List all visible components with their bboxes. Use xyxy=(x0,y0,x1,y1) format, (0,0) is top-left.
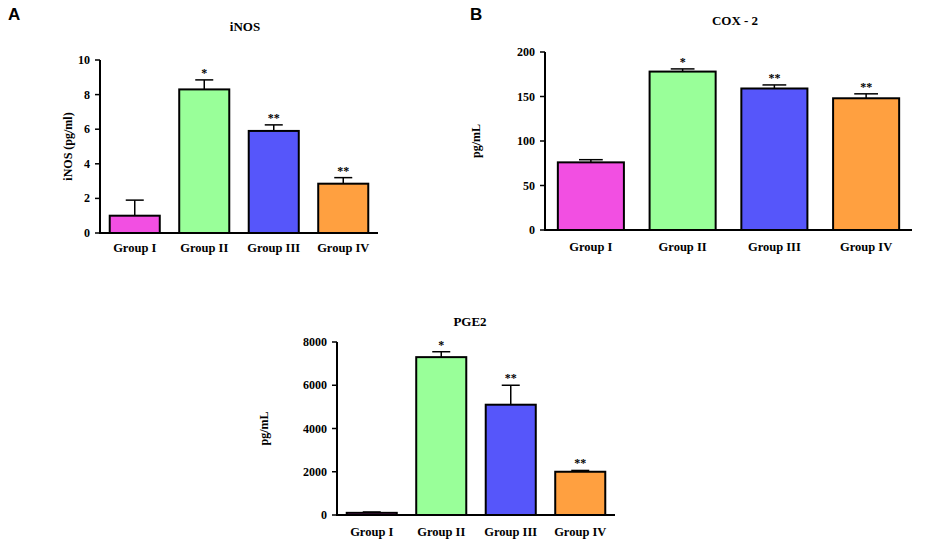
x-axis xyxy=(99,232,378,234)
error-cap xyxy=(126,199,144,201)
y-axis-label: pg/mL xyxy=(257,411,271,445)
panel-1: B COX - 2 pg/mL 0 50 100 150 200 Group I * Group I… xyxy=(469,5,912,254)
error-bar xyxy=(334,178,352,184)
significance-mark: * xyxy=(680,55,686,69)
marks xyxy=(110,80,369,233)
y-tick-label: 10 xyxy=(78,53,90,67)
bar xyxy=(318,184,368,233)
bar xyxy=(741,88,807,230)
bar xyxy=(650,72,716,230)
y-tick-label: 200 xyxy=(517,45,535,59)
y-axis xyxy=(336,342,338,516)
y-tick-label: 4000 xyxy=(303,422,327,436)
marks xyxy=(347,352,606,515)
panel-0: AiNOS iNOS (pg/ml) 0 2 4 6 8 10 Group I * Group II… xyxy=(8,5,378,255)
error-stem xyxy=(343,178,345,184)
bar xyxy=(179,89,229,233)
x-tick-label: Group II xyxy=(417,525,465,539)
significance-mark: ** xyxy=(505,371,517,385)
y-tick-label: 6 xyxy=(84,122,90,136)
significance-mark: ** xyxy=(768,71,780,85)
error-bar xyxy=(762,85,786,89)
x-tick-label: Group IV xyxy=(317,241,369,255)
y-axis xyxy=(99,60,101,234)
error-bar xyxy=(579,160,603,163)
error-stem xyxy=(273,125,275,131)
y-tick-label: 0 xyxy=(84,226,90,240)
significance-mark: * xyxy=(438,338,444,352)
x-tick-label: Group IV xyxy=(840,240,892,254)
error-bar xyxy=(195,80,213,90)
y-tick-label: 0 xyxy=(529,223,535,237)
x-tick-label: Group IV xyxy=(554,525,606,539)
error-stem xyxy=(441,352,443,357)
bar xyxy=(486,405,536,515)
x-tick-label: Group III xyxy=(748,240,801,254)
y-tick-label: 8 xyxy=(84,88,90,102)
error-bar xyxy=(432,352,450,357)
y-tick-label: 50 xyxy=(523,179,535,193)
y-axis-label: iNOS (pg/ml) xyxy=(61,112,75,180)
panel-2: PGE2 pg/mL 0 2000 4000 6000 8000 Group I * Group … xyxy=(257,314,615,539)
x-tick-label: Group I xyxy=(350,525,393,539)
y-tick-label: 4 xyxy=(84,157,90,171)
error-bar xyxy=(265,125,283,131)
x-axis xyxy=(544,229,912,231)
significance-mark: ** xyxy=(337,164,349,178)
figure: AiNOS iNOS (pg/ml) 0 2 4 6 8 10 Group I * Group II… xyxy=(0,0,927,543)
x-tick-label: Group I xyxy=(569,240,612,254)
marks xyxy=(558,69,899,230)
x-axis xyxy=(336,514,615,516)
y-tick-label: 0 xyxy=(321,508,327,522)
chart-title: PGE2 xyxy=(453,314,486,329)
bar xyxy=(833,98,899,230)
error-bar xyxy=(854,94,878,98)
chart-title: iNOS xyxy=(230,19,260,34)
significance-mark: * xyxy=(201,66,207,80)
x-tick-label: Group II xyxy=(659,240,707,254)
significance-mark: ** xyxy=(574,456,586,470)
y-tick-label: 2 xyxy=(84,191,90,205)
error-cap xyxy=(579,159,603,161)
chart-title: COX - 2 xyxy=(712,13,758,28)
error-cap xyxy=(363,511,381,513)
y-tick-label: 2000 xyxy=(303,465,327,479)
error-stem xyxy=(204,80,206,90)
x-tick-label: Group I xyxy=(113,241,156,255)
error-stem xyxy=(134,200,136,216)
error-bar xyxy=(671,69,695,72)
y-tick-label: 6000 xyxy=(303,378,327,392)
page: {"chart_data": [ {"type": "bar", "panel"… xyxy=(0,0,927,543)
x-tick-label: Group III xyxy=(247,241,300,255)
x-tick-label: Group III xyxy=(484,525,537,539)
bar xyxy=(558,162,624,230)
y-tick-label: 150 xyxy=(517,90,535,104)
y-tick-label: 8000 xyxy=(303,335,327,349)
bar xyxy=(110,216,160,233)
bar xyxy=(416,357,466,515)
x-tick-label: Group II xyxy=(180,241,228,255)
error-stem xyxy=(510,385,512,404)
error-bar xyxy=(502,385,520,404)
bar xyxy=(249,131,299,233)
panel-letter: A xyxy=(8,5,20,24)
error-bar xyxy=(363,511,381,513)
y-axis-label: pg/mL xyxy=(469,124,483,158)
panel-letter: B xyxy=(470,5,482,24)
error-bar xyxy=(571,470,589,471)
y-tick-label: 100 xyxy=(517,134,535,148)
significance-mark: ** xyxy=(860,80,872,94)
bar xyxy=(555,472,605,515)
error-bar xyxy=(126,200,144,216)
y-axis xyxy=(544,52,546,231)
significance-mark: ** xyxy=(268,111,280,125)
